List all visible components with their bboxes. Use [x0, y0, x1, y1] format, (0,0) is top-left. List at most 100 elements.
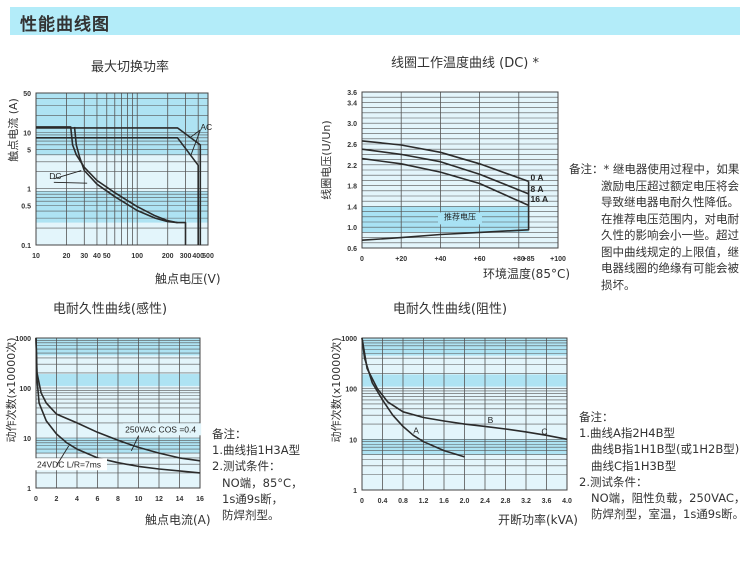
note-line: 防焊剂型。: [222, 508, 280, 523]
plot-frame: [361, 337, 568, 491]
note-line: 备注：: [212, 427, 247, 441]
x-tick-label: 100: [131, 253, 143, 260]
x-tick-label: 12: [155, 496, 163, 503]
note-line: NO端，85°C，: [222, 475, 303, 490]
section-header: 性能曲线图: [10, 7, 740, 35]
series-line-b-c: [361, 337, 568, 441]
series-line-250vac-cos-0-4: [35, 337, 201, 462]
series-line-8-a: [361, 148, 529, 195]
x-tick-label: +20: [395, 256, 407, 263]
x-tick-label: 20: [63, 253, 71, 260]
chart-1: 0 +20 +40 +60 +80+85 +100 0.6 1.0 1.4 1.8 2.2 2.6 3.…: [347, 90, 566, 263]
chart-2: 0 2 4 6 8 10 12 14 16 1 10 100 1000 250VAC COS =0.4 24…: [15, 336, 204, 503]
x-tick-label: 500: [202, 253, 214, 260]
y-tick-label: 2.2: [347, 163, 357, 170]
y-tick-label: 10: [23, 130, 31, 137]
y-tick-label: 1: [27, 187, 31, 194]
note-line: 损坏。: [601, 277, 636, 292]
chart-0: 10 20 30 40 50 100 200 300 4005000.10.5151050ACD…: [21, 91, 214, 260]
x-tick-label: 400: [192, 253, 204, 260]
note-coil: 备注：* 继电器使用过程中，如果 激励电压超过额定电压将会 导致继电器电耐久性降…: [569, 161, 739, 293]
y-tick-label: 50: [23, 91, 31, 98]
y-tick-label: 3.6: [347, 90, 357, 97]
x-tick-label: 2.4: [480, 498, 490, 505]
series-line-dc-2: [73, 126, 178, 224]
series-line-ac-1: [36, 127, 202, 245]
y-tick-label: 1.0: [347, 225, 357, 232]
annotation-label: 24VDC L/R=7ms: [37, 459, 101, 469]
note-line: 久性的影响会小一些。超过: [601, 228, 739, 242]
x-tick-label: 16: [196, 496, 204, 503]
note-line: 备注：* 继电器使用过程中，如果: [569, 162, 740, 176]
x-tick-label: 6: [96, 496, 100, 503]
y-tick-label: 1000: [341, 336, 357, 343]
y-tick-label: 100: [19, 386, 31, 393]
x-tick-label: 2.0: [460, 498, 470, 505]
series-line-0-a: [361, 140, 529, 183]
note-line: 曲线B指1H1B型(或1H2B型): [591, 442, 740, 457]
y-tick-label: 10: [23, 436, 31, 443]
annotation-label: 16 A: [531, 194, 549, 204]
annotation-leader-arrow: [53, 170, 82, 180]
y-tick-label: 5: [27, 147, 31, 154]
x-tick-label: 0: [360, 256, 364, 263]
annotation-label: 250VAC COS =0.4: [125, 424, 196, 434]
chart-title-coil-temperature: 线圈工作温度曲线 (DC) *: [391, 56, 539, 71]
y-tick-label: 2.6: [347, 142, 357, 149]
chart-title-max-switching-power: 最大切换功率: [90, 60, 170, 75]
plot-frame: [35, 92, 209, 246]
chart-title-inductive-endurance: 电耐久性曲线(感性): [52, 302, 168, 317]
x-tick-label: 0: [34, 496, 38, 503]
y-tick-label: 100: [345, 387, 357, 394]
annotation-leader-arrow: [53, 181, 88, 184]
note-line: 2.测试条件：: [212, 459, 281, 474]
x-tick-label: +85: [523, 256, 535, 263]
x-tick-label: 30: [80, 253, 88, 260]
note-line: 2.测试条件：: [579, 474, 648, 489]
annotation-label: 8 A: [531, 184, 544, 194]
annotation-bg: [35, 458, 108, 471]
x-tick-label: 2: [55, 496, 59, 503]
y-tick-label: 3.4: [347, 100, 357, 107]
note-line: 激励电压超过额定电压将会: [601, 178, 739, 193]
note-line: 导致继电器电耐久性降低。: [601, 195, 739, 209]
note-line: 防焊剂型，室温，1s通9s断。: [591, 507, 745, 522]
annotation-label: C: [541, 426, 547, 436]
x-tick-label: 10: [32, 253, 40, 260]
y-tick-label: 1: [27, 486, 31, 493]
chart-title-resistive-endurance: 电耐久性曲线(阻性): [392, 302, 508, 317]
note-line: 电器线圈的绝缘有可能会被: [601, 261, 739, 275]
series-line-ac-2: [36, 137, 199, 245]
note-line: 1s通9s断，: [222, 491, 284, 506]
x-tick-label: +60: [474, 256, 486, 263]
note-line: 曲线C指1H3B型: [591, 458, 677, 473]
annotation-label: 推荐电压: [444, 211, 476, 221]
x-tick-label: 0.8: [398, 498, 408, 505]
x-tick-label: 14: [176, 496, 184, 503]
plot-shade-band: [36, 93, 208, 155]
x-axis-label: 环境温度(85°C): [483, 267, 571, 281]
series-line-16-a: [361, 157, 529, 207]
series-line-lower: [361, 181, 530, 241]
note-resistive: 备注： 1.曲线A指2H4B型 曲线B指1H1B型(或1H2B型) 曲线C指1H…: [579, 409, 745, 522]
x-axis-label: 触点电压(V): [155, 272, 221, 286]
x-tick-label: 200: [162, 253, 174, 260]
note-line: 1.曲线指1H3A型: [212, 443, 301, 458]
y-tick-label: 1: [353, 488, 357, 495]
note-line: 1.曲线A指2H4B型: [579, 426, 676, 441]
y-tick-label: 1.8: [347, 184, 357, 191]
x-tick-label: +100: [550, 256, 566, 263]
note-line: 在推荐电压范围内，对电耐: [601, 211, 739, 226]
annotation-leader-arrow: [190, 129, 201, 155]
y-tick-label: 0.1: [21, 243, 31, 250]
y-tick-label: 10: [349, 437, 357, 444]
series-line-24vdc-l-r-7ms: [35, 337, 201, 474]
x-tick-label: 4.0: [562, 498, 572, 505]
x-tick-label: 1.6: [439, 498, 449, 505]
y-tick-label: 1000: [15, 336, 31, 343]
annotation-bg: [123, 423, 202, 436]
chart-3: 0 0.4 0.8 1.2 1.6 2.0 2.4 2.8 3.2 3.6 4.0 1 10 100 100…: [341, 336, 572, 505]
y-tick-label: 0.5: [21, 204, 31, 211]
